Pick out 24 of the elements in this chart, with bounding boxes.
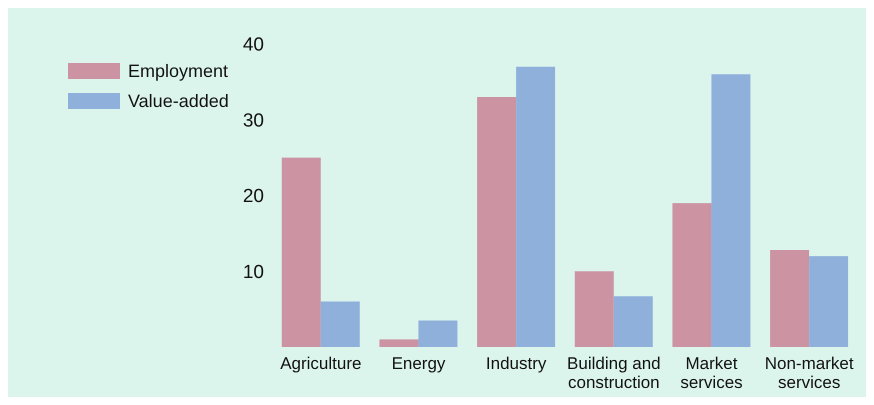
bar	[574, 271, 614, 347]
bar	[477, 97, 516, 347]
bar	[379, 339, 418, 347]
y-tick-label: 20	[242, 186, 264, 208]
x-tick-label: Industry	[486, 354, 547, 373]
bar	[320, 302, 360, 347]
y-tick-label: 10	[242, 262, 264, 283]
y-tick-label: 30	[242, 110, 264, 132]
legend-label: Employment	[128, 60, 228, 82]
bar	[711, 74, 750, 347]
bar	[809, 256, 848, 347]
bar	[770, 250, 810, 347]
x-tick-label: Agriculture	[280, 354, 362, 373]
bar	[418, 320, 458, 347]
x-tick-label: Energy	[392, 354, 446, 373]
bar	[282, 158, 321, 347]
x-tick-label: Building and construction	[567, 354, 661, 392]
legend-label: Value-added	[128, 90, 229, 112]
y-tick-label: 40	[242, 34, 264, 56]
x-tick-label: Market services	[680, 354, 743, 392]
bar	[614, 296, 653, 347]
x-tick-label: Non-market services	[764, 354, 854, 392]
bar	[516, 66, 556, 347]
bar	[672, 203, 712, 347]
